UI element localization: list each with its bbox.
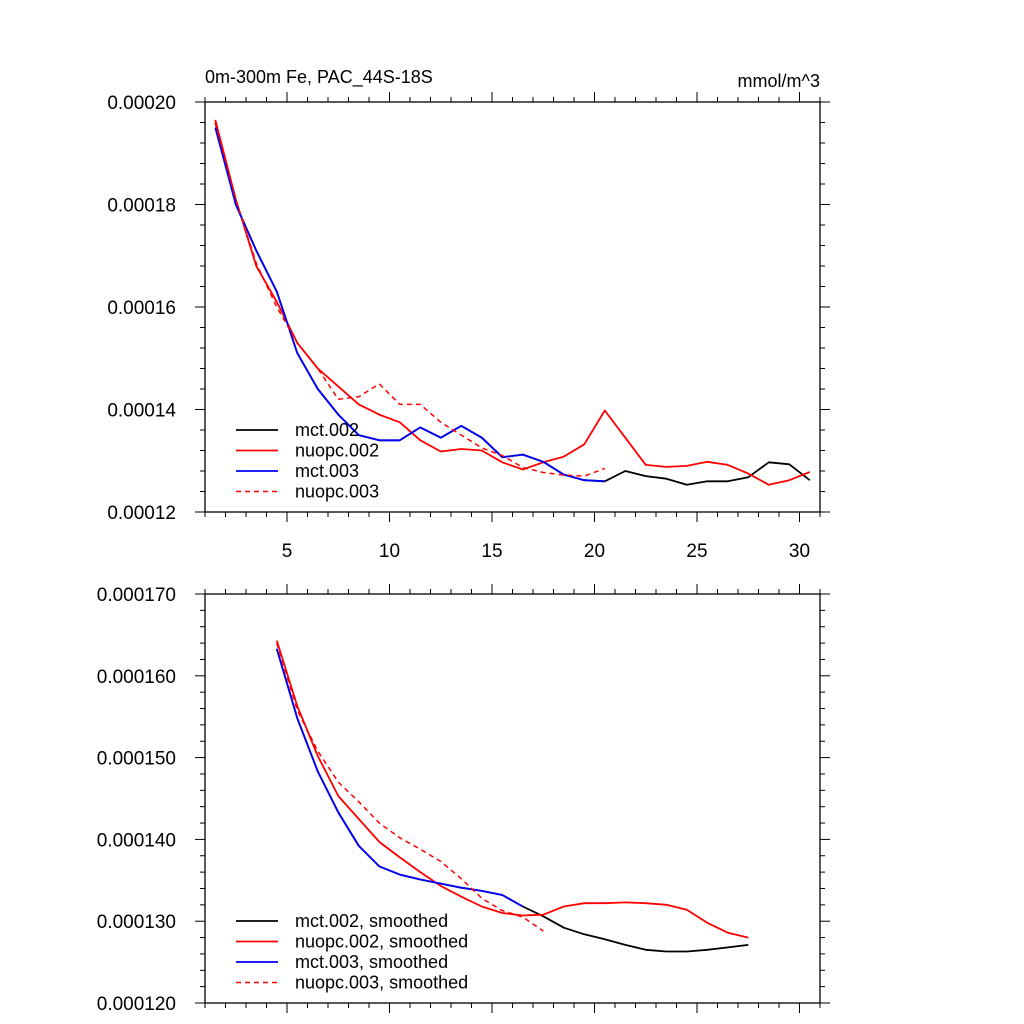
x-tick-label: 20 [584, 541, 605, 562]
y-tick-label: 0.000170 [97, 585, 176, 606]
legend-label: mct.002, smoothed [295, 911, 448, 931]
y-tick-label: 0.000140 [97, 830, 176, 851]
x-tick-label: 15 [481, 541, 502, 562]
legend-label: mct.003, smoothed [295, 952, 448, 972]
x-tick-label: 5 [282, 541, 293, 562]
series-line [214, 122, 606, 477]
y-tick-label: 0.000120 [97, 994, 176, 1015]
y-tick-label: 0.00012 [107, 503, 176, 524]
legend-label: nuopc.002 [295, 441, 379, 461]
y-tick-label: 0.000130 [97, 912, 176, 933]
x-tick-label: 10 [379, 541, 400, 562]
chart-units-label: mmol/m^3 [738, 71, 820, 91]
legend-label: mct.003 [295, 461, 359, 481]
legend-label: nuopc.002, smoothed [295, 932, 468, 952]
x-tick-label: 30 [789, 541, 810, 562]
chart-title: 0m-300m Fe, PAC_44S-18S [205, 67, 433, 88]
series-line [275, 640, 749, 939]
legend-label: nuopc.003 [295, 482, 379, 502]
y-tick-label: 0.00016 [107, 298, 176, 319]
y-tick-label: 0.000150 [97, 749, 176, 770]
series-line [275, 648, 749, 953]
series-line [214, 127, 605, 483]
series-line [276, 642, 544, 932]
y-tick-label: 0.00014 [107, 401, 176, 422]
legend-label: nuopc.003, smoothed [295, 973, 468, 993]
legend-label: mct.002 [295, 420, 359, 440]
chart-panel-bottom: 0.000120 0.000130 0.000140 0.000150 0.000160… [97, 584, 830, 1015]
x-tick-label: 25 [686, 541, 707, 562]
y-tick-label: 0.00020 [107, 93, 176, 114]
chart-panel-top: 0m-300m Fe, PAC_44S-18S mmol/m^3 5 10 15 20… [107, 67, 830, 562]
series-line [275, 648, 524, 908]
y-tick-label: 0.00018 [107, 196, 176, 217]
y-tick-label: 0.000160 [97, 667, 176, 688]
